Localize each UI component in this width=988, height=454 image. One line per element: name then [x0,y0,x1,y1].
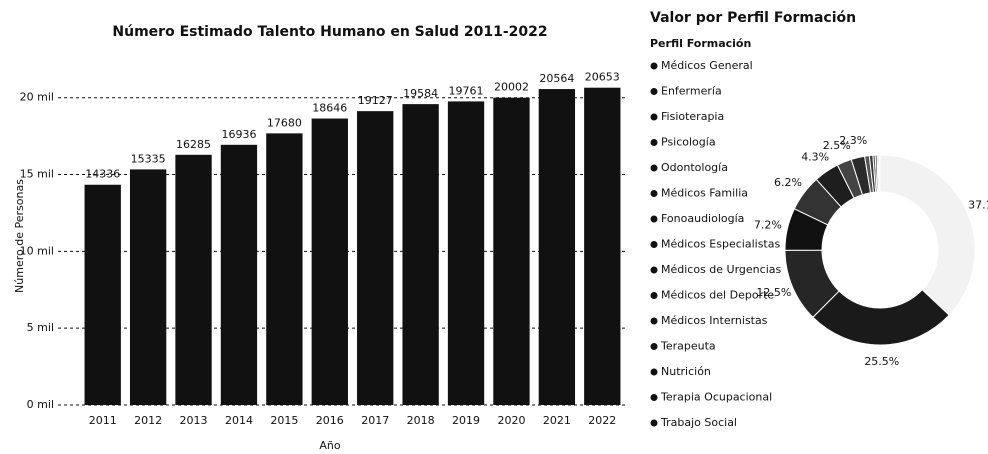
bar-value-label: 19761 [449,84,484,97]
bar [84,184,121,405]
legend-label: Fonoaudiología [661,212,744,225]
x-tick-label: 2011 [89,414,117,427]
bar [129,169,167,405]
x-tick-label: 2013 [180,414,208,427]
y-tick-label: 10 mil [20,244,54,257]
legend-marker [650,343,658,350]
bar [402,104,439,406]
bar-value-label: 18646 [312,102,347,115]
bar [175,154,212,405]
slice-label: 37.1% [968,199,988,212]
legend-marker [650,164,658,172]
bar [311,118,348,405]
bar-value-label: 19127 [358,94,393,107]
y-tick-label: 20 mil [20,91,54,104]
x-tick-label: 2021 [543,414,571,427]
x-tick-label: 2012 [134,414,162,427]
bar [357,111,394,406]
legend-marker [650,139,658,146]
bar-value-label: 20002 [494,81,529,94]
bar-value-label: 15335 [131,152,166,165]
legend-marker [650,190,658,197]
legend-label: Terapia Ocupacional [660,391,772,404]
legend-label: Médicos de Urgencias [661,263,781,276]
x-axis-label: Año [319,439,340,452]
bar-value-label: 20653 [585,71,620,84]
donut-title: Valor por Perfil Formación [650,10,856,26]
x-tick-label: 2018 [407,414,435,427]
legend-label: Médicos General [661,59,753,72]
bar [220,144,258,405]
legend-marker [650,62,658,70]
donut-slice [879,154,976,316]
legend-label: Nutrición [661,365,711,378]
legend-label: Fisioterapia [661,110,724,123]
x-tick-label: 2022 [588,414,616,427]
y-tick-label: 0 mil [27,398,54,411]
slice-label: 6.2% [774,176,802,189]
bar-title: Número Estimado Talento Humano en Salud … [112,24,547,40]
bar [266,133,303,405]
legend-label: Enfermería [661,85,722,98]
slice-label: 2.5% [823,139,851,152]
legend-marker [650,317,658,325]
slice-label: 7.2% [754,218,782,231]
bar-value-label: 17680 [267,116,302,129]
slice-label: 2.3% [839,134,867,147]
legend-marker [650,419,658,427]
legend-label: Médicos del Deporte [661,289,774,302]
bar-value-label: 14336 [85,168,120,181]
x-tick-label: 2019 [452,414,480,427]
bar [538,89,576,405]
legend-marker [650,368,658,376]
slice-label: 25.5% [864,355,899,368]
bar-value-label: 19584 [403,87,438,100]
legend-marker [650,113,658,121]
legend-marker [650,215,658,223]
y-tick-label: 5 mil [27,321,54,334]
legend-label: Médicos Internistas [661,314,768,327]
bar-value-label: 16936 [221,128,256,141]
legend-marker [650,394,658,401]
x-tick-label: 2014 [225,414,253,427]
legend-label: Trabajo Social [660,416,737,429]
x-tick-label: 2017 [361,414,389,427]
bar-value-label: 20564 [539,72,574,85]
legend-label: Terapeuta [660,340,716,353]
legend-marker [650,266,658,274]
donut-slice [812,289,950,346]
slice-label: 12.5% [756,286,791,299]
legend-marker [650,241,658,248]
bar [584,87,621,405]
legend-label: Odontología [661,161,728,174]
bar [447,101,485,406]
bar-value-label: 16285 [176,138,211,151]
slice-label: 4.3% [801,150,829,163]
legend-label: Psicología [661,136,716,149]
donut-slice [878,154,881,193]
x-tick-label: 2016 [316,414,344,427]
legend-label: Médicos Familia [661,187,748,200]
y-axis-label: Número de Personas [13,179,26,293]
legend-marker [650,88,658,95]
x-tick-label: 2020 [497,414,525,427]
legend-marker [650,292,658,299]
bar [493,97,530,406]
legend-label: Médicos Especialistas [661,238,780,251]
x-tick-label: 2015 [270,414,298,427]
legend-title: Perfil Formación [650,37,751,50]
y-tick-label: 15 mil [20,168,54,181]
